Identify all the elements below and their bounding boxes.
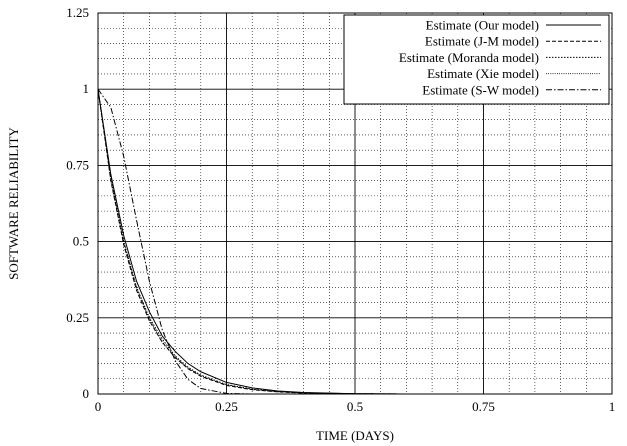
series-line — [97, 88, 612, 395]
x-tick-label: 0 — [95, 399, 102, 414]
x-tick-label: 0.25 — [215, 399, 238, 414]
y-axis-label: SOFTWARE RELIABILITY — [6, 127, 21, 280]
series-line — [97, 89, 612, 395]
y-tick-label: 0.75 — [66, 157, 89, 172]
series-layer — [97, 88, 612, 395]
x-axis-label: TIME (DAYS) — [316, 428, 394, 443]
legend-label: Estimate (Our model) — [426, 18, 539, 33]
legend-box — [343, 14, 610, 105]
y-tick-label: 1.25 — [66, 5, 89, 20]
x-tick-label: 1 — [609, 399, 616, 414]
axis-ticks: 0 0.25 0.5 0.75 1 0 0.25 0.5 0.75 1 1.25 — [66, 5, 615, 414]
x-tick-label: 0.75 — [472, 399, 495, 414]
y-tick-label: 0.25 — [66, 310, 89, 325]
legend-label: Estimate (Moranda model) — [399, 50, 539, 65]
y-tick-label: 0.5 — [73, 234, 89, 249]
legend: Estimate (Our model)Estimate (J-M model)… — [343, 14, 610, 105]
legend-label: Estimate (Xie model) — [427, 66, 539, 81]
plot-frame — [97, 12, 613, 395]
legend-label: Estimate (J-M model) — [425, 34, 539, 49]
legend-label: Estimate (S-W model) — [422, 82, 539, 97]
y-tick-label: 0 — [83, 386, 90, 401]
x-tick-label: 0.5 — [347, 399, 363, 414]
y-tick-label: 1 — [83, 81, 90, 96]
